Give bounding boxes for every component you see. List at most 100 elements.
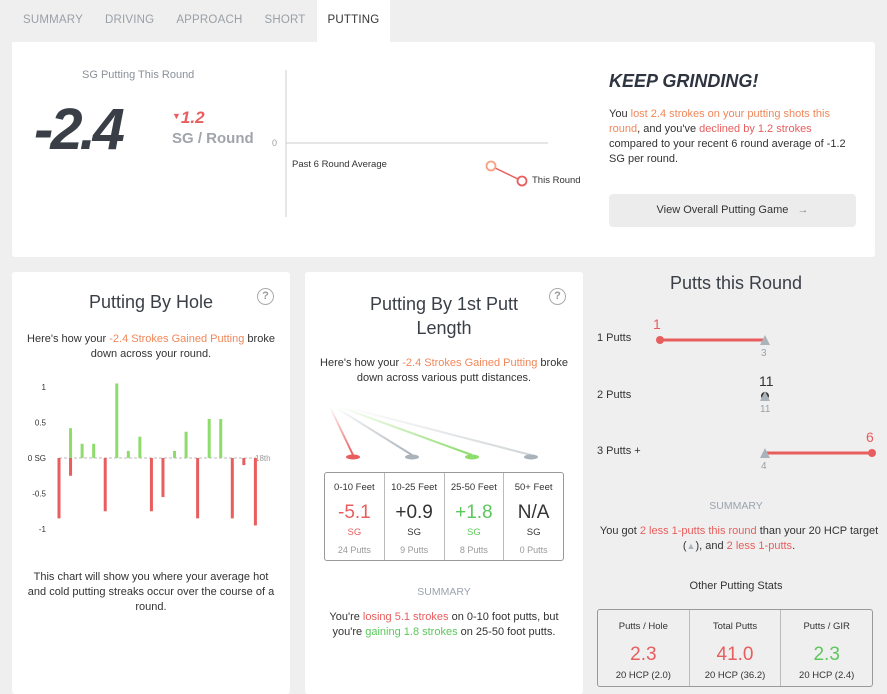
distance-value: N/A <box>517 502 550 523</box>
putts-round-title: Putts this Round <box>669 273 803 293</box>
distance-sg: SG <box>467 527 481 538</box>
putt-distance-graphic <box>329 406 538 460</box>
y-tick-label: 1 <box>42 383 47 392</box>
target-triangle-icon <box>760 391 770 401</box>
hole-bar <box>207 418 211 458</box>
tab-summary[interactable]: SUMMARY <box>23 14 83 26</box>
y-tick-label: -1 <box>39 525 47 534</box>
hole-bar-chart: 1 0.5 0 SG -0.5 -1 18th <box>28 383 271 534</box>
other-stats-title: Other Putting Stats <box>689 580 783 592</box>
message: You lost 2.4 strokes on your putting sho… <box>609 108 846 165</box>
distance-col-50-plus: 50+ Feet N/A SG 0 Putts <box>504 473 563 560</box>
putts-row-value: 6 <box>866 429 874 445</box>
help-icon[interactable]: ? <box>257 288 274 305</box>
sg-unit: SG / Round <box>172 130 254 147</box>
distance-col-0-10: 0-10 Feet -5.1 SG 24 Putts <box>325 473 385 560</box>
stat-putts-per-hole: Putts / Hole 2.3 20 HCP (2.0) <box>598 610 690 686</box>
target-triangle-icon <box>760 335 770 345</box>
putts-summary: You got 2 less 1-putts this round than y… <box>599 525 879 552</box>
putts-row-label: 2 Putts <box>597 389 632 401</box>
trend-connector <box>490 165 523 182</box>
distance-head: 50+ Feet <box>514 482 553 493</box>
stat-head: Putts / Hole <box>618 621 668 632</box>
distance-sg: SG <box>407 527 421 538</box>
target-triangle-icon <box>760 448 770 458</box>
target-triangle-icon: ▲ <box>686 541 696 551</box>
putt-line-50-plus <box>344 406 532 456</box>
other-stats-table: Putts / Hole 2.3 20 HCP (2.0) Total Putt… <box>597 609 873 687</box>
hole-bar <box>138 436 142 458</box>
stat-putts-per-gir: Putts / GIR 2.3 20 HCP (2.4) <box>781 610 872 686</box>
down-triangle-icon: ▼ <box>172 111 181 121</box>
tab-driving[interactable]: DRIVING <box>104 14 155 26</box>
hole-marker-0-10 <box>346 454 360 460</box>
stat-head: Putts / GIR <box>803 621 850 632</box>
arrow-right-icon: → <box>797 204 809 216</box>
hole-bar <box>173 450 177 458</box>
by-hole-footer: This chart will show you where your aver… <box>27 571 275 613</box>
putts-summary-label: SUMMARY <box>709 500 763 512</box>
distance-sg: SG <box>347 527 362 538</box>
sg-value: -2.4 <box>34 97 125 162</box>
trend-zero-label: 0 <box>272 138 278 148</box>
hole-bar <box>92 443 96 458</box>
distance-sg: SG <box>526 527 541 538</box>
headline: KEEP GRINDING! <box>609 71 759 91</box>
putts-row-target: 11 <box>760 404 771 415</box>
stat-compare: 20 HCP (2.0) <box>615 670 671 681</box>
trend-avg-label: Past 6 Round Average <box>292 159 387 170</box>
putts-row-target: 3 <box>761 348 767 359</box>
stat-value: 2.3 <box>630 644 657 665</box>
y-tick-label: 0 SG <box>28 454 46 463</box>
by-length-title: Putting By 1st Putt Length <box>369 294 519 338</box>
sg-putting-card: SG Putting This Round -2.4 ▼1.2 SG / Rou… <box>12 42 875 257</box>
hole-bar <box>253 458 257 526</box>
trend-avg-point <box>485 160 497 172</box>
by-hole-title: Putting By Hole <box>88 292 214 312</box>
distance-putts: 0 Putts <box>519 545 548 555</box>
hole-bar <box>184 431 188 458</box>
putts-round-section: Putts this Round 1 Putts 1 3 2 Putts 11 … <box>590 264 887 694</box>
hole-bar <box>149 458 153 512</box>
help-icon[interactable]: ? <box>549 288 566 305</box>
stat-value: 2.3 <box>813 644 840 665</box>
view-putting-label: View Overall Putting Game <box>656 204 789 216</box>
hole-bar <box>80 443 84 458</box>
by-length-summary-label: SUMMARY <box>417 586 471 598</box>
stat-value: 41.0 <box>716 644 754 665</box>
tab-short[interactable]: SHORT <box>264 14 306 26</box>
hole-marker-10-25 <box>405 454 419 460</box>
by-hole-intro: Here's how your -2.4 Strokes Gained Putt… <box>27 333 275 360</box>
putts-round-chart <box>656 335 876 458</box>
distance-col-25-50: 25-50 Feet +1.8 SG 8 Putts <box>445 473 505 560</box>
sg-label: SG Putting This Round <box>82 69 195 81</box>
putt-line-0-10 <box>329 406 354 456</box>
distance-col-10-25: 10-25 Feet +0.9 SG 9 Putts <box>385 473 445 560</box>
trend-chart <box>285 70 548 217</box>
hole-bar <box>230 458 234 519</box>
hole-bar <box>242 458 246 466</box>
putting-by-length-card: Putting By 1st Putt Length ? Here's how … <box>305 272 583 694</box>
stat-compare: 20 HCP (2.4) <box>799 670 855 681</box>
distance-putts: 9 Putts <box>400 545 429 555</box>
tab-approach[interactable]: APPROACH <box>176 14 243 26</box>
putting-by-hole-card: Putting By Hole ? Here's how your -2.4 S… <box>12 272 290 694</box>
y-tick-label: -0.5 <box>32 490 46 499</box>
distance-table: 0-10 Feet -5.1 SG 24 Putts 10-25 Feet +0… <box>324 472 564 561</box>
hole-bar <box>219 418 223 458</box>
hole-bar <box>69 458 73 476</box>
hole-marker-25-50 <box>465 454 479 460</box>
distance-head: 10-25 Feet <box>391 482 438 493</box>
putt-line-25-50 <box>339 406 473 456</box>
putts-row-value: 11 <box>759 373 774 389</box>
tab-putting[interactable]: PUTTING <box>316 0 391 42</box>
hole-marker-50-plus <box>524 454 538 460</box>
putts-row-label: 3 Putts + <box>597 445 641 457</box>
distance-head: 0-10 Feet <box>334 482 375 493</box>
stat-compare: 20 HCP (36.2) <box>704 670 766 681</box>
by-length-summary: You're losing 5.1 strokes on 0-10 foot p… <box>329 611 559 638</box>
view-putting-button[interactable]: View Overall Putting Game → <box>609 194 856 227</box>
trend-this-label: This Round <box>532 175 581 186</box>
hole-bar <box>103 458 107 512</box>
distance-value: +1.8 <box>455 502 493 523</box>
